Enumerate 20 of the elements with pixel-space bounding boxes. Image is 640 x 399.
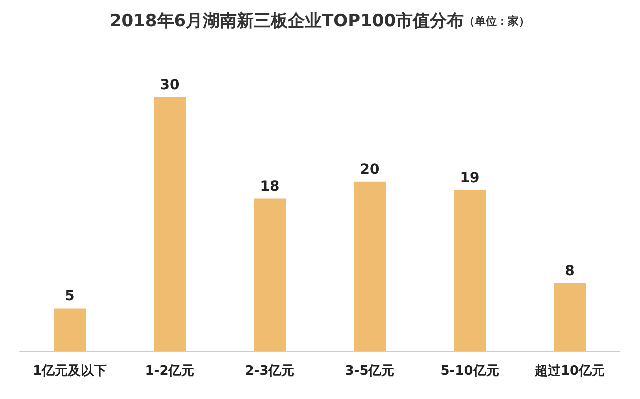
bar — [54, 308, 86, 351]
data-label: 18 — [260, 178, 280, 195]
x-tick-label: 1-2亿元 — [145, 364, 195, 379]
data-label: 19 — [460, 170, 480, 186]
x-tick-label: 1亿元及以下 — [32, 364, 108, 379]
bar — [554, 283, 586, 351]
data-label: 8 — [565, 263, 575, 280]
bar — [454, 190, 486, 351]
x-tick-label: 3-5亿元 — [345, 364, 395, 379]
chart-title: 2018年6月湖南新三板企业TOP100市值分布 — [110, 12, 464, 32]
bar — [254, 198, 286, 351]
x-tick-label: 2-3亿元 — [245, 364, 295, 379]
data-label: 5 — [65, 288, 75, 305]
data-label: 30 — [160, 77, 180, 94]
bar — [354, 182, 386, 351]
data-label: 20 — [360, 162, 380, 178]
x-tick-label: 超过10亿元 — [534, 364, 606, 379]
chart-subtitle: （单位：家） — [464, 15, 530, 28]
x-tick-label: 5-10亿元 — [440, 364, 500, 379]
bar — [154, 97, 186, 351]
